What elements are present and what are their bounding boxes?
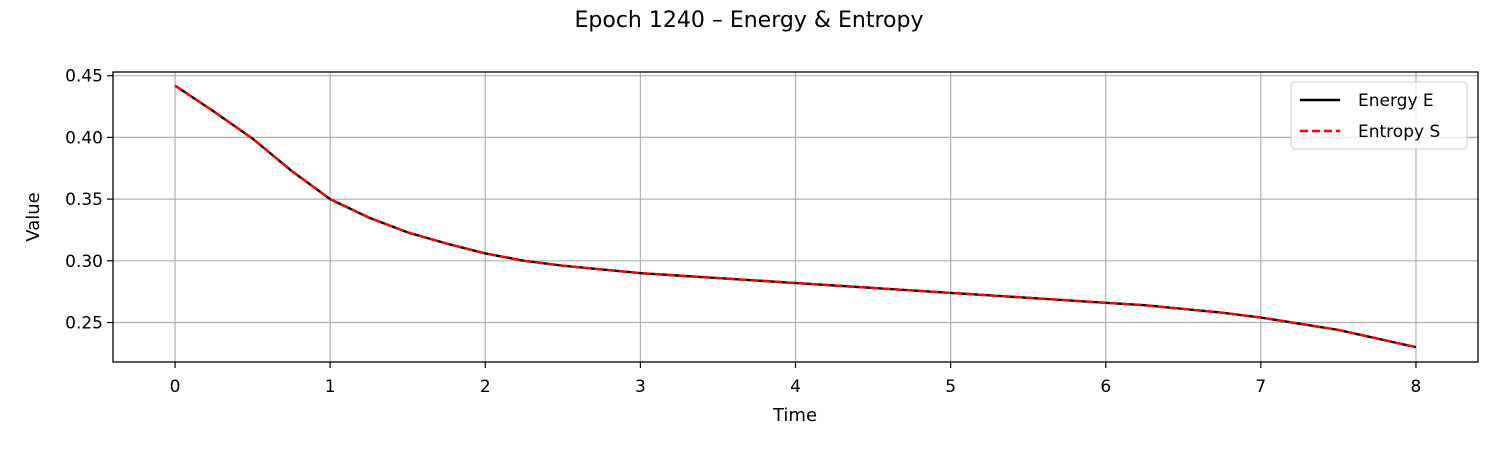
x-tick-label: 4: [790, 377, 801, 397]
x-tick-label: 2: [480, 377, 491, 397]
x-tick-label: 7: [1255, 377, 1266, 397]
chart-title: Epoch 1240 – Energy & Entropy: [575, 8, 924, 33]
x-axis-label: Time: [772, 405, 817, 426]
y-tick-label: 0.25: [65, 314, 103, 334]
y-tick-label: 0.30: [65, 252, 103, 272]
axis-ticks: 0 1 2 3 4 5 6 7 8 0.25 0.30 0.35 0.40 0.45: [65, 67, 1421, 397]
x-tick-label: 3: [635, 377, 646, 397]
y-axis-label: Value: [23, 192, 44, 241]
series-line-entropy-s: [174, 84, 1417, 349]
y-tick-label: 0.35: [65, 190, 103, 210]
x-tick-label: 6: [1100, 377, 1111, 397]
x-tick-label: 8: [1411, 377, 1422, 397]
x-tick-label: 5: [945, 377, 956, 397]
y-tick-label: 0.40: [65, 128, 103, 148]
y-tick-label: 0.45: [65, 67, 103, 87]
grid-lines: [113, 72, 1478, 362]
legend-box: [1290, 81, 1468, 150]
legend-label: Entropy S: [1358, 122, 1440, 142]
legend: Energy E Entropy S: [1290, 81, 1468, 150]
x-tick-label: 1: [325, 377, 336, 397]
x-tick-label: 0: [170, 377, 181, 397]
series-lines: [174, 84, 1417, 349]
legend-label: Energy E: [1358, 91, 1434, 111]
